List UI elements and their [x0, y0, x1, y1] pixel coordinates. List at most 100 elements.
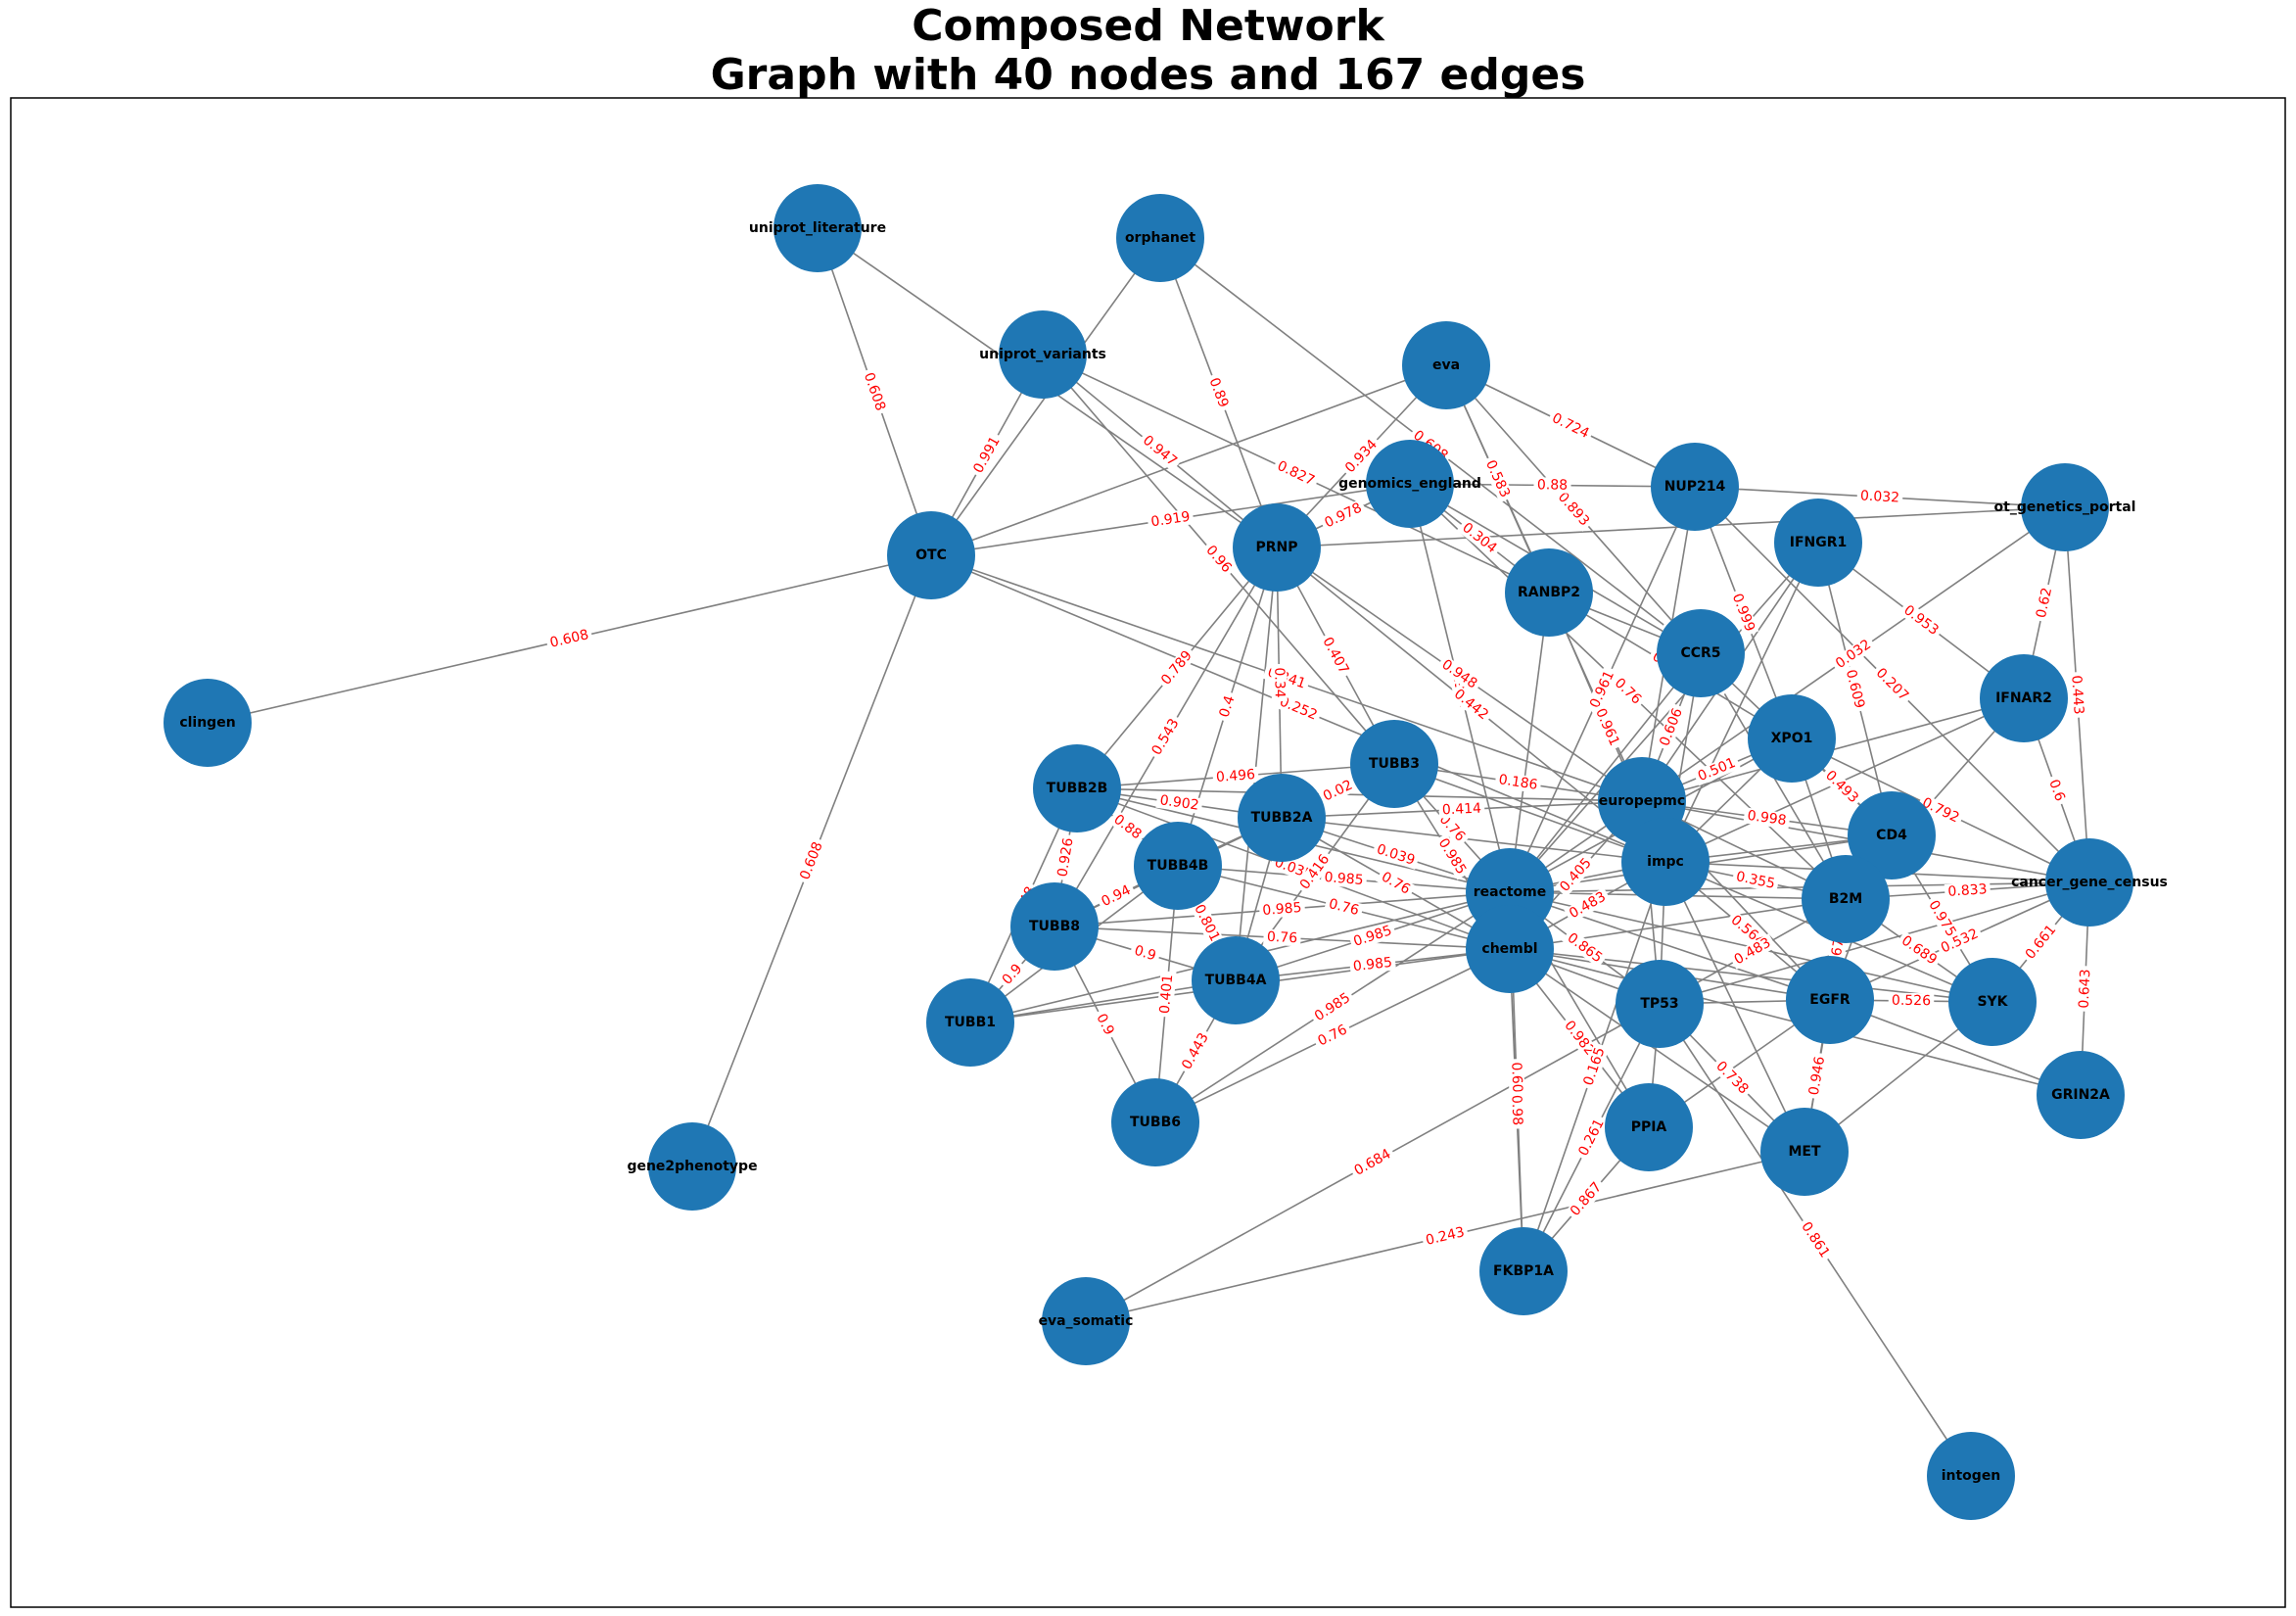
edge-label-group: 0.493	[1819, 765, 1864, 809]
node-nup214	[1651, 443, 1739, 531]
edge-label-background	[1371, 840, 1421, 870]
edge-label: 0.661	[2023, 922, 2060, 962]
edge-label-group: 0.34	[1271, 663, 1288, 702]
edge-ifngr1-reactome	[1509, 542, 1819, 893]
edge-label-group: 0.496	[1212, 766, 1259, 786]
edge-label-background	[1435, 654, 1483, 694]
node-label-grin2a: GRIN2A	[2051, 1087, 2110, 1103]
edge-label-background	[1147, 508, 1195, 531]
edge-label-background	[1655, 702, 1688, 752]
edge-label: 0.76	[1315, 1022, 1349, 1049]
edge-tubb2b-europepmc	[1076, 787, 1643, 802]
edge-label: 0.443	[2068, 675, 2086, 715]
edge-label-group: 0.946	[1805, 1052, 1829, 1100]
node-label-tubb4a: TUBB4A	[1205, 973, 1267, 988]
edge-label-group: 0.02	[1317, 776, 1359, 806]
node-genomics-england	[1366, 440, 1454, 528]
edge-label-background	[1870, 662, 1914, 707]
edge-tubb2a-impc	[1281, 817, 1666, 863]
edge-label-background	[1155, 791, 1203, 815]
edge-label-background	[1137, 430, 1183, 472]
edge-label: 0.926	[1054, 836, 1076, 878]
edge-label-background	[1177, 1027, 1214, 1075]
edge-label-background	[1480, 454, 1515, 503]
edge-label-group: 0.985	[1258, 899, 1306, 920]
edge-eva-otc	[930, 364, 1447, 556]
edge-label-background	[1533, 477, 1571, 494]
node-label-ppia: PPIA	[1631, 1119, 1667, 1135]
edge-label-background	[1710, 1056, 1754, 1100]
edge-label: 0.947	[1140, 433, 1180, 470]
edge-label-background	[1317, 632, 1354, 680]
edge-label: 0.609	[1843, 668, 1867, 710]
edge-chembl-met	[1509, 948, 1805, 1153]
edge-label: 0.861	[1798, 1219, 1832, 1260]
edge-label: 0.919	[1149, 509, 1191, 531]
edge-label-background	[2076, 965, 2094, 1013]
edge-label: 0.684	[1352, 1146, 1394, 1178]
edge-label-group: 0.76	[1376, 867, 1416, 900]
node-label-intogen: intogen	[1942, 1468, 2001, 1484]
edge-label: 0.355	[1735, 869, 1777, 892]
edge-label-background	[859, 367, 890, 416]
edge-label: 0.985	[1262, 900, 1302, 919]
edge-label-background	[1263, 928, 1301, 947]
node-label-reactome: reactome	[1474, 884, 1547, 900]
edge-label-group: 0.443	[1177, 1027, 1214, 1075]
edge-label: 0.608	[797, 839, 826, 881]
node-clingen	[164, 679, 252, 767]
edge-label-background	[1796, 1216, 1835, 1263]
node-label-b2m: B2M	[1829, 891, 1862, 907]
node-tubb1	[926, 978, 1014, 1067]
edge-label-group: 0.543	[1147, 713, 1185, 761]
node-label-ranbp2: RANBP2	[1518, 585, 1580, 600]
edge-label-background	[1579, 1042, 1610, 1091]
edge-label: 0.985	[1352, 955, 1393, 974]
edge-tubb3-impc	[1393, 763, 1666, 863]
edge-label: 0.6	[2045, 778, 2068, 803]
nodes-layer: uniprot_literature orphanet uniprot_varian…	[164, 184, 2168, 1520]
edge-tubb4a-tubb1	[969, 979, 1237, 1023]
edge-label: 0.543	[1148, 716, 1182, 758]
node-label-orphanet: orphanet	[1125, 230, 1195, 246]
edge-label-background	[1054, 833, 1078, 881]
edge-ot-genetics-portal-prnp	[1276, 506, 2066, 548]
edge-label-background	[1147, 713, 1185, 761]
edge-label-group: 0.833	[1944, 880, 1991, 901]
node-label-tubb4b: TUBB4B	[1148, 858, 1209, 874]
edge-label-background	[1156, 644, 1197, 691]
edge-label: 0.407	[1319, 635, 1351, 677]
edge-label-group: 0.643	[2076, 965, 2094, 1013]
edge-label: 0.405	[1557, 855, 1595, 895]
edge-label-group: 0.243	[1421, 1223, 1470, 1250]
edge-label: 0.985	[1312, 990, 1353, 1024]
node-xpo1	[1748, 694, 1836, 783]
edge-label-group: 0.684	[1348, 1144, 1397, 1181]
node-label-tubb3: TUBB3	[1369, 756, 1420, 772]
node-ot-genetics-portal	[2021, 463, 2109, 551]
edge-label-group: 0.902	[1155, 791, 1203, 815]
title-line-1: Composed Network	[912, 1, 1384, 51]
edge-label-background	[1324, 895, 1364, 920]
edge-ranbp2-reactome	[1509, 592, 1550, 893]
edge-label: 0.526	[1892, 993, 1931, 1009]
edge-label: 0.02	[1321, 778, 1355, 805]
edge-label: 0.207	[1873, 665, 1912, 704]
edge-label: 0.98	[1508, 1095, 1524, 1126]
edge-label-background	[1805, 1052, 1829, 1100]
edge-label-group: 0.661	[2020, 919, 2062, 966]
edge-label-group: 0.978	[1319, 499, 1368, 533]
edge-label-background	[1609, 673, 1647, 710]
node-eva	[1402, 321, 1490, 409]
edge-label: 0.961	[1592, 706, 1622, 748]
edge-label-background	[1898, 600, 1945, 641]
edge-label: 0.902	[1159, 792, 1200, 814]
edge-label-background	[1830, 635, 1877, 674]
node-label-prnp: PRNP	[1255, 540, 1297, 555]
edge-label-background	[1856, 488, 1903, 506]
node-tubb4a	[1192, 936, 1280, 1024]
edge-label: 0.833	[1947, 881, 1988, 900]
edge-label-background	[1888, 992, 1935, 1010]
edge-label: 0.94	[1099, 882, 1133, 910]
